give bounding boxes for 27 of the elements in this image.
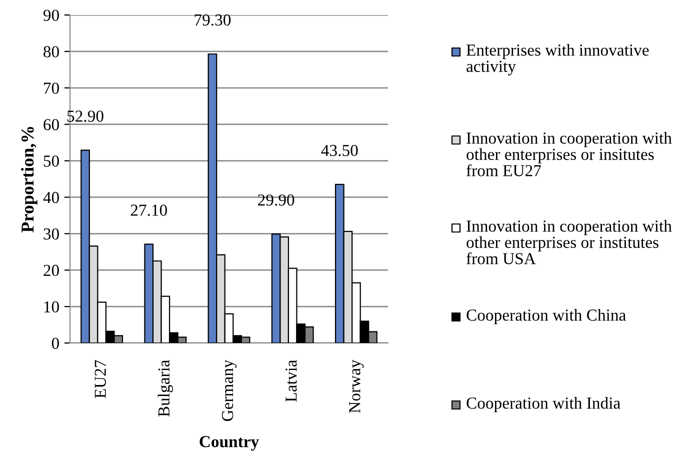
legend-label: Innovation in cooperation with other enterprises or insitutes from EU27 <box>466 132 672 176</box>
y-tick-label: 0 <box>52 338 59 349</box>
legend-label: Innovation in cooperation with other enterprises or institutes from USA <box>466 220 672 264</box>
data-label: 79.30 <box>194 14 231 26</box>
x-tick-label: Latvia <box>286 360 297 402</box>
legend-label: Cooperation with India <box>466 397 620 412</box>
x-tick-label: EU27 <box>94 360 106 398</box>
y-tick-label: 30 <box>44 228 59 240</box>
legend-label: Cooperation with China <box>466 309 626 324</box>
data-label: 29.90 <box>258 194 294 206</box>
y-axis-title: Proportion,% <box>20 126 38 232</box>
data-label: 43.50 <box>321 144 358 156</box>
x-tick-label: Germany <box>222 360 237 421</box>
y-tick-label: 60 <box>44 119 59 130</box>
data-label: 52.90 <box>67 110 104 122</box>
x-tick-label: Norway <box>349 360 364 413</box>
y-tick-label: 20 <box>44 264 59 276</box>
y-tick-label: 40 <box>43 192 59 204</box>
x-tick-label: Bulgaria <box>158 360 173 417</box>
data-label: 27.10 <box>130 204 167 216</box>
y-tick-label: 70 <box>44 82 59 94</box>
y-tick-label: 10 <box>44 301 59 312</box>
y-tick-label: 80 <box>44 46 59 58</box>
y-tick-label: 50 <box>44 155 59 167</box>
x-axis-title: Country <box>200 436 259 451</box>
y-tick-label: 90 <box>43 10 59 21</box>
legend-label: Enterprises with innovative activity <box>466 44 649 76</box>
